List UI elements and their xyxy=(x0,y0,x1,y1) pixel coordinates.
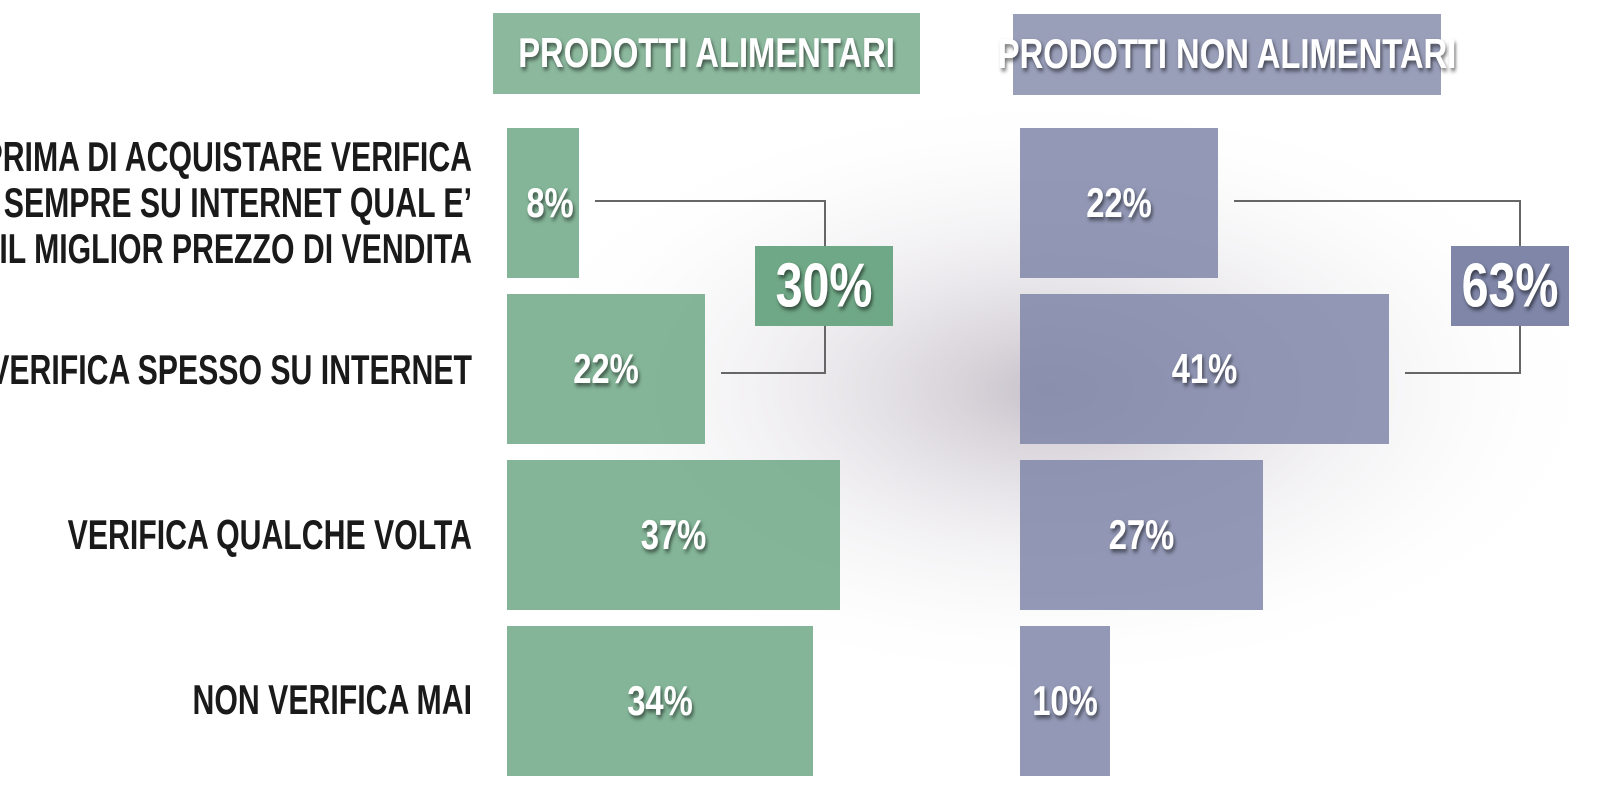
legend-label: PRODOTTI ALIMENTARI xyxy=(518,29,895,76)
category-label: VERIFICA QUALCHE VOLTA xyxy=(0,512,472,558)
page: PRODOTTI ALIMENTARI 8% 22% 37% 34% 30% PRODOTT… xyxy=(0,0,1624,799)
value-label: 8% xyxy=(526,179,573,226)
value-label: 34% xyxy=(627,677,693,724)
bracket-total-label: 30% xyxy=(776,251,873,320)
value-label: 37% xyxy=(641,511,707,558)
category-label: NON VERIFICA MAI xyxy=(0,677,472,723)
value-label: 10% xyxy=(1032,677,1098,724)
value-label: 27% xyxy=(1109,511,1175,558)
value-label: 41% xyxy=(1172,345,1238,392)
category-label: PRIMA DI ACQUISTARE VERIFICA SEMPRE SU I… xyxy=(0,134,472,272)
category-label: VERIFICA SPESSO SU INTERNET xyxy=(0,347,472,393)
bracket-total-label: 63% xyxy=(1462,251,1559,320)
legend-label: PRODOTTI NON ALIMENTARI xyxy=(998,30,1457,77)
value-label: 22% xyxy=(1086,179,1152,226)
value-label: 22% xyxy=(573,345,639,392)
